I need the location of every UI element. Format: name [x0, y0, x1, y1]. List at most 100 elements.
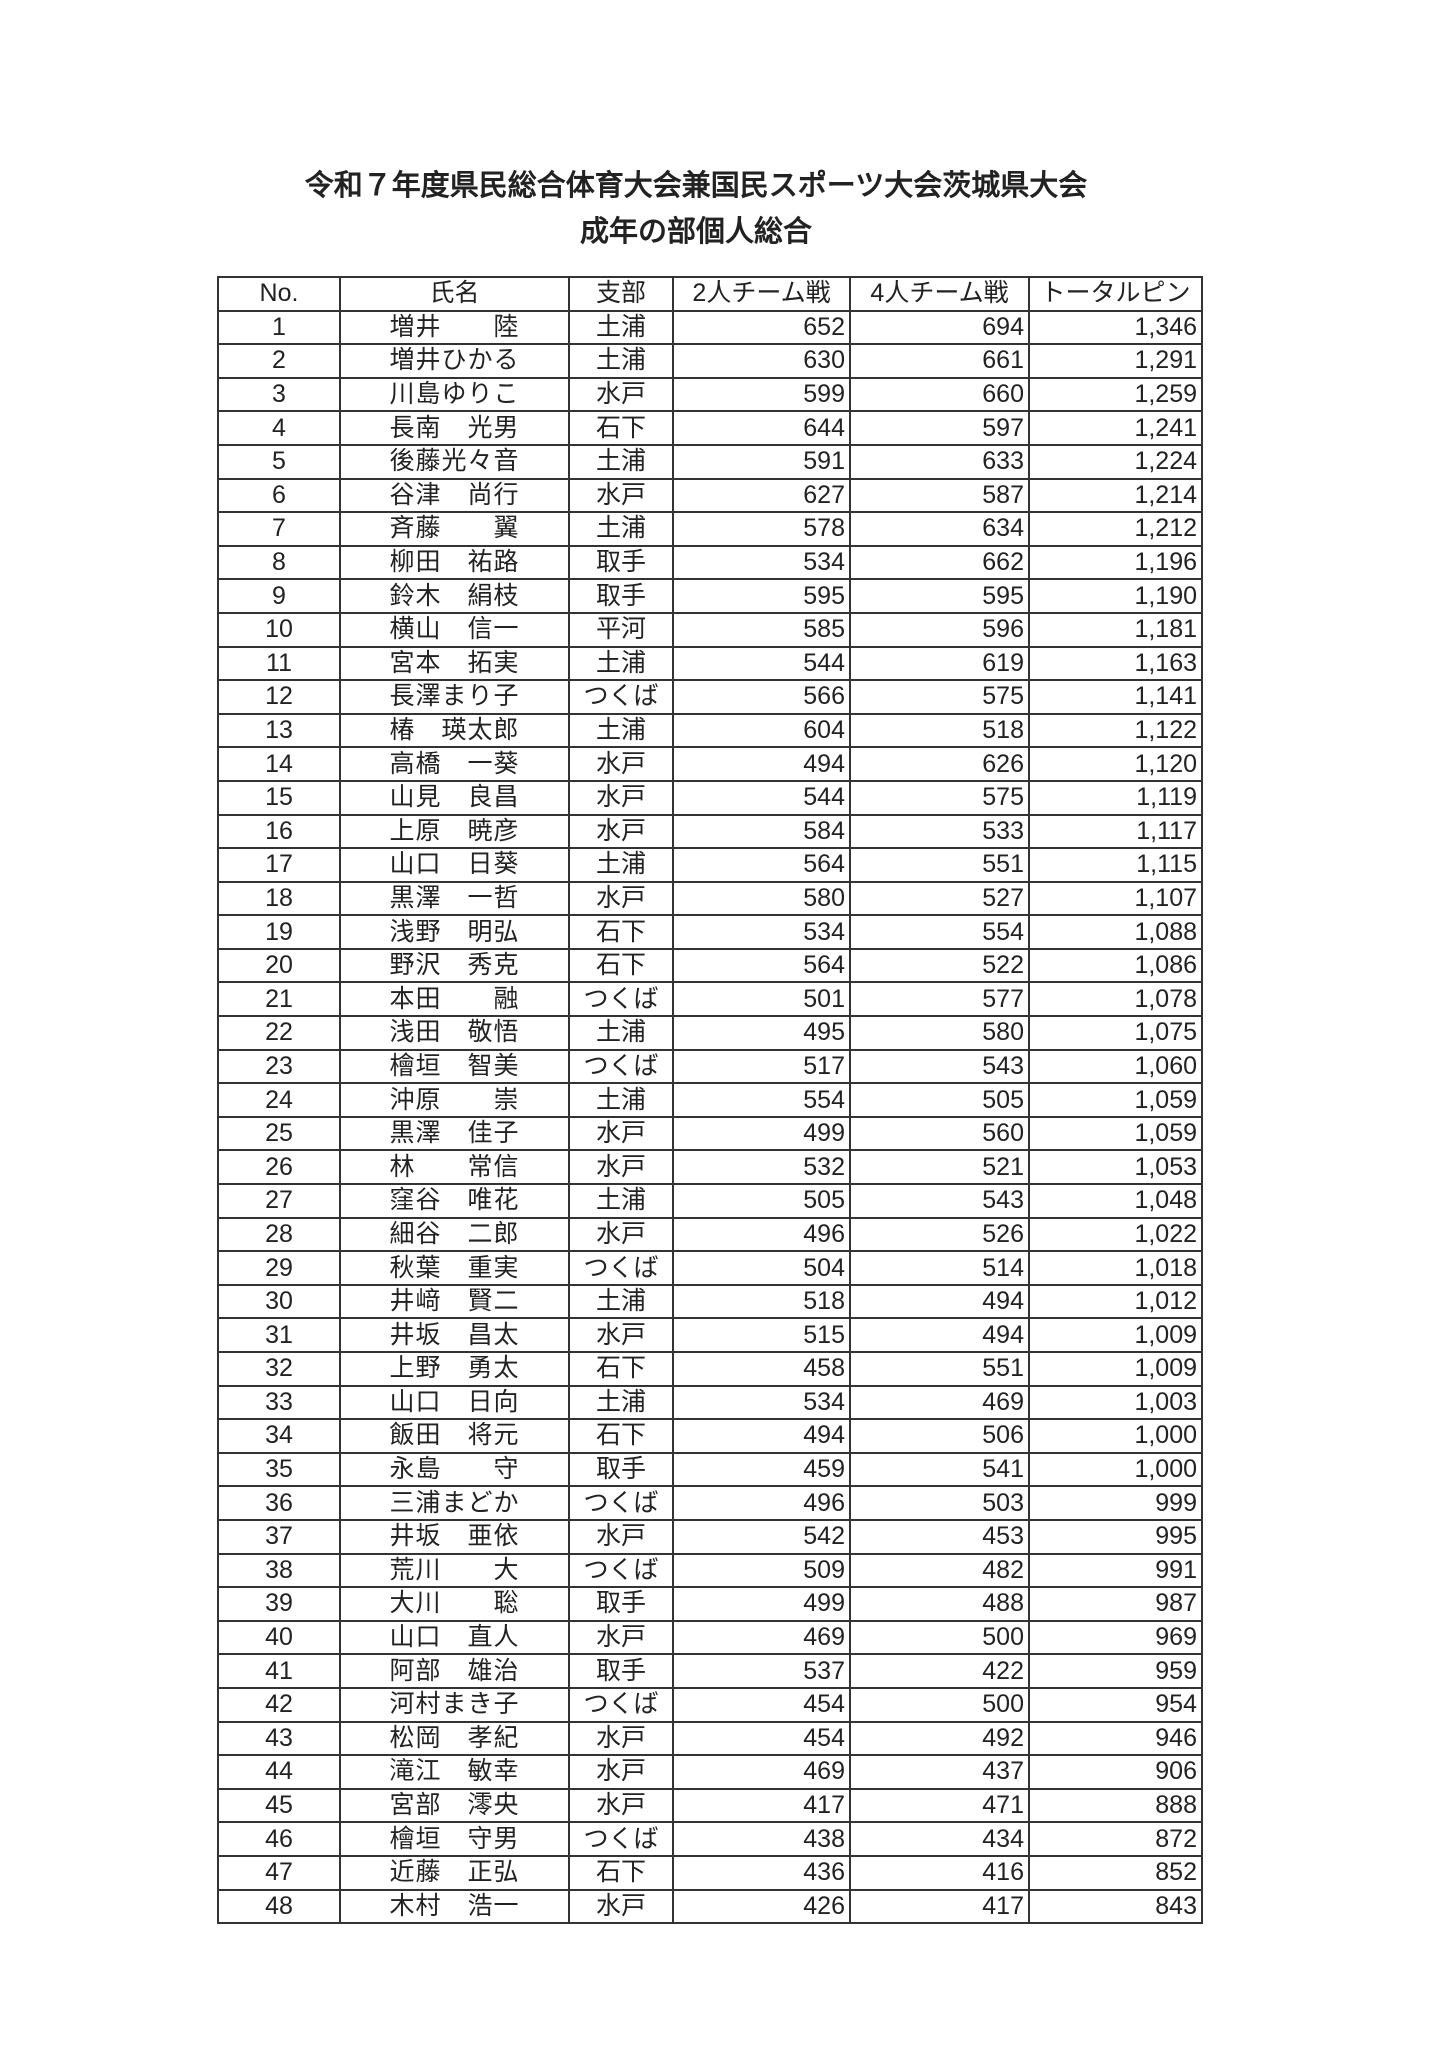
two-person-score-cell: 544: [672, 645, 851, 682]
name-cell: 永島 守: [339, 1451, 570, 1488]
name-cell: 宮部 澪央: [339, 1787, 570, 1824]
total-pins-cell: 959: [1028, 1653, 1203, 1689]
branch-cell: 取手: [568, 1653, 674, 1689]
total-pins-cell: 1,163: [1028, 645, 1203, 682]
two-person-score-cell: 534: [672, 544, 851, 581]
table-row: 28 細谷 二郎 水戸 496 526 1,022: [217, 1216, 1203, 1253]
two-person-score-cell: 566: [672, 679, 851, 715]
two-person-score-cell: 469: [672, 1619, 851, 1656]
branch-cell: 取手: [568, 544, 674, 581]
four-person-score-cell: 505: [849, 1082, 1030, 1118]
branch-cell: つくば: [568, 1250, 674, 1286]
branch-cell: つくば: [568, 679, 674, 715]
two-person-score-cell: 578: [672, 511, 851, 547]
four-person-score-cell: 554: [849, 914, 1030, 950]
two-person-score-cell: 534: [672, 1384, 851, 1421]
two-person-score-cell: 532: [672, 1149, 851, 1186]
total-pins-cell: 991: [1028, 1552, 1203, 1589]
name-cell: 長南 光男: [339, 410, 570, 446]
table-row: 14 高橋 一葵 水戸 494 626 1,120: [217, 746, 1203, 782]
branch-cell: 土浦: [568, 343, 674, 379]
total-pins-cell: 843: [1028, 1888, 1203, 1925]
table-row: 13 椿 瑛太郎 土浦 604 518 1,122: [217, 712, 1203, 749]
total-pins-cell: 1,086: [1028, 947, 1203, 984]
table-row: 47 近藤 正弘 石下 436 416 852: [217, 1854, 1203, 1891]
branch-cell: 土浦: [568, 443, 674, 480]
table-row: 31 井坂 昌太 水戸 515 494 1,009: [217, 1317, 1203, 1353]
four-person-score-cell: 626: [849, 746, 1030, 782]
table-row: 32 上野 勇太 石下 458 551 1,009: [217, 1351, 1203, 1387]
total-pins-cell: 1,190: [1028, 578, 1203, 614]
total-pins-cell: 1,000: [1028, 1451, 1203, 1488]
two-person-score-cell: 554: [672, 1082, 851, 1118]
table-row: 17 山口 日葵 土浦 564 551 1,115: [217, 847, 1203, 883]
table-row: 25 黒澤 佳子 水戸 499 560 1,059: [217, 1115, 1203, 1152]
table-row: 23 檜垣 智美 つくば 517 543 1,060: [217, 1048, 1203, 1085]
four-person-score-cell: 633: [849, 443, 1030, 480]
name-cell: 浅田 敬悟: [339, 1015, 570, 1051]
rank-cell: 12: [217, 679, 341, 715]
total-pins-cell: 1,059: [1028, 1115, 1203, 1152]
branch-cell: つくば: [568, 1048, 674, 1085]
two-person-score-cell: 495: [672, 1015, 851, 1051]
branch-cell: 石下: [568, 914, 674, 950]
table-row: 29 秋葉 重実 つくば 504 514 1,018: [217, 1250, 1203, 1286]
table-row: 44 滝江 敏幸 水戸 469 437 906: [217, 1754, 1203, 1790]
four-person-score-cell: 500: [849, 1619, 1030, 1656]
table-row: 15 山見 良昌 水戸 544 575 1,119: [217, 779, 1203, 816]
name-cell: 細谷 二郎: [339, 1216, 570, 1253]
two-person-score-cell: 599: [672, 376, 851, 413]
name-cell: 川島ゆりこ: [339, 376, 570, 413]
name-cell: 檜垣 智美: [339, 1048, 570, 1085]
table-row: 35 永島 守取手 459 541 1,000: [217, 1451, 1203, 1488]
total-pins-cell: 999: [1028, 1485, 1203, 1521]
total-pins-cell: 1,088: [1028, 914, 1203, 950]
table-row: 7 斉藤 翼土浦 578 634 1,212: [217, 511, 1203, 547]
name-cell: 横山 信一: [339, 611, 570, 648]
total-pins-cell: 1,003: [1028, 1384, 1203, 1421]
branch-cell: 土浦: [568, 645, 674, 682]
table-row: 20 野沢 秀克 石下 564 522 1,086: [217, 947, 1203, 984]
name-cell: 本田 融: [339, 981, 570, 1018]
name-cell: 増井ひかる: [339, 343, 570, 379]
rank-cell: 20: [217, 947, 341, 984]
name-cell: 井﨑 賢二: [339, 1283, 570, 1320]
four-person-score-cell: 551: [849, 847, 1030, 883]
branch-cell: 水戸: [568, 880, 674, 917]
name-cell: 上野 勇太: [339, 1351, 570, 1387]
two-person-score-cell: 436: [672, 1854, 851, 1891]
two-person-score-cell: 417: [672, 1787, 851, 1824]
two-person-score-cell: 580: [672, 880, 851, 917]
four-person-score-cell: 488: [849, 1586, 1030, 1622]
total-pins-cell: 1,009: [1028, 1317, 1203, 1353]
two-person-score-cell: 537: [672, 1653, 851, 1689]
total-pins-cell: 1,115: [1028, 847, 1203, 883]
branch-cell: 石下: [568, 1854, 674, 1891]
total-pins-cell: 995: [1028, 1518, 1203, 1555]
branch-cell: 土浦: [568, 712, 674, 749]
branch-cell: 水戸: [568, 746, 674, 782]
table-row: 46 檜垣 守男 つくば 438 434 872: [217, 1821, 1203, 1857]
two-person-score-cell: 469: [672, 1754, 851, 1790]
branch-cell: つくば: [568, 1485, 674, 1521]
table-body: 1 増井 陸土浦 652 694 1,346 2 増井ひかる 土浦 630 661 1,291 3 川島…: [217, 309, 1203, 1925]
rank-cell: 38: [217, 1552, 341, 1589]
rank-cell: 47: [217, 1854, 341, 1891]
total-pins-cell: 1,060: [1028, 1048, 1203, 1085]
rank-cell: 31: [217, 1317, 341, 1353]
rank-cell: 24: [217, 1082, 341, 1118]
four-person-score-cell: 575: [849, 679, 1030, 715]
table-header-row: No. 氏名 支部 2人チーム戦 4人チーム戦 トータルピン: [217, 276, 1203, 312]
two-person-score-cell: 505: [672, 1183, 851, 1219]
four-person-score-cell: 527: [849, 880, 1030, 917]
name-cell: 浅野 明弘: [339, 914, 570, 950]
four-person-score-cell: 533: [849, 813, 1030, 850]
total-pins-cell: 1,119: [1028, 779, 1203, 816]
name-cell: 秋葉 重実: [339, 1250, 570, 1286]
rank-cell: 35: [217, 1451, 341, 1488]
four-person-score-cell: 575: [849, 779, 1030, 816]
four-person-score-cell: 422: [849, 1653, 1030, 1689]
rank-cell: 4: [217, 410, 341, 446]
table-row: 42 河村まき子 つくば 454 500 954: [217, 1686, 1203, 1723]
two-person-score-cell: 630: [672, 343, 851, 379]
